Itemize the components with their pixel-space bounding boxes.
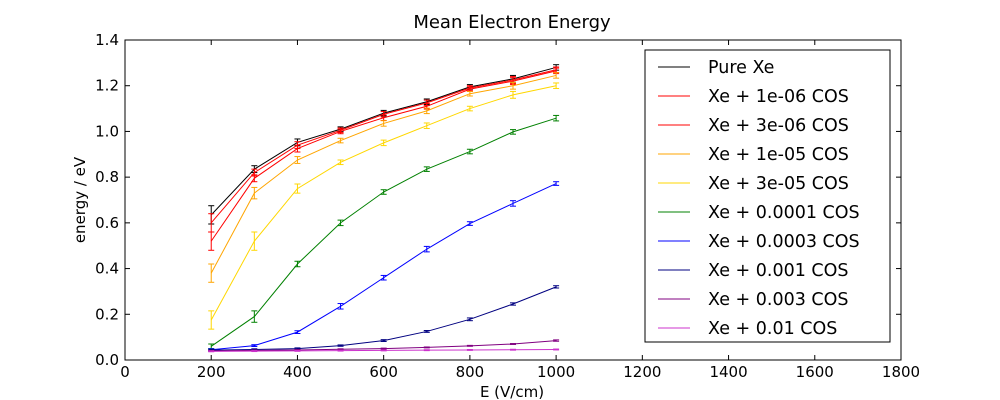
x-tick-label: 400 <box>283 363 312 381</box>
y-axis: 0.0 0.2 0.4 0.6 0.8 1.0 1.2 1.4 <box>95 31 901 369</box>
series-7 <box>208 285 560 352</box>
series-line <box>210 69 557 224</box>
x-tick-label: 0 <box>120 363 130 381</box>
x-tick-label: 200 <box>197 363 226 381</box>
legend: Pure Xe Xe + 1e-06 COS Xe + 3e-06 COS Xe + … <box>644 49 891 343</box>
y-tick-label: 1.2 <box>95 77 119 95</box>
x-tick-label: 1000 <box>537 363 575 381</box>
legend-label: Xe + 0.001 COS <box>708 261 849 281</box>
y-tick-label: 1.4 <box>95 31 119 49</box>
series-2 <box>208 67 560 251</box>
plot-area <box>124 39 902 361</box>
y-tick-label: 0.4 <box>95 260 119 278</box>
legend-label: Xe + 1e-06 COS <box>708 87 849 107</box>
x-axis: 0 200 400 600 800 1000 1200 1400 1600 1800 <box>120 40 920 381</box>
series-9 <box>208 348 560 353</box>
series-line <box>210 117 557 347</box>
y-axis-label: energy / eV <box>71 156 89 243</box>
x-tick-label: 1200 <box>623 363 661 381</box>
x-tick-label: 1600 <box>796 363 834 381</box>
legend-label: Xe + 0.003 COS <box>708 290 849 310</box>
legend-label: Xe + 0.0003 COS <box>708 232 860 252</box>
x-tick-label: 1400 <box>709 363 747 381</box>
series-5 <box>208 114 560 350</box>
y-tick-label: 0.8 <box>95 168 119 186</box>
series-3 <box>208 72 560 283</box>
chart-title: Mean Electron Energy <box>413 12 611 33</box>
x-tick-label: 800 <box>456 363 485 381</box>
series-line <box>211 183 557 351</box>
series-line <box>210 70 557 242</box>
x-axis-label: E (V/cm) <box>480 383 544 400</box>
legend-label: Xe + 3e-05 COS <box>708 174 849 194</box>
x-tick-label: 1800 <box>882 363 920 381</box>
series-4 <box>208 82 560 330</box>
legend-label: Xe + 0.01 COS <box>708 319 837 339</box>
legend-label: Xe + 0.0001 COS <box>708 203 860 223</box>
series-6 <box>208 181 560 352</box>
legend-box <box>644 49 891 343</box>
y-tick-label: 0.0 <box>95 351 119 369</box>
series-1 <box>208 66 560 233</box>
y-tick-label: 0.2 <box>95 305 119 323</box>
legend-label: Pure Xe <box>708 58 774 78</box>
x-tick-label: 600 <box>369 363 398 381</box>
legend-label: Xe + 1e-05 COS <box>708 145 849 165</box>
series-line <box>210 74 557 274</box>
y-tick-label: 0.6 <box>95 214 119 232</box>
legend-label: Xe + 3e-06 COS <box>708 116 849 136</box>
y-tick-label: 1.0 <box>95 122 119 140</box>
series-layer <box>208 64 560 353</box>
